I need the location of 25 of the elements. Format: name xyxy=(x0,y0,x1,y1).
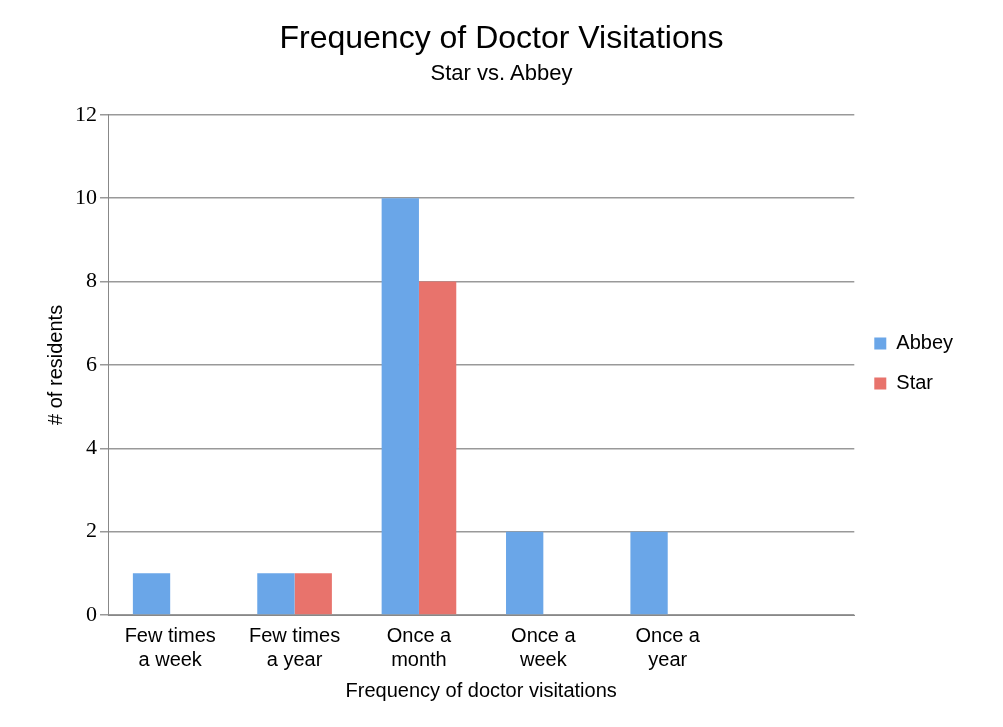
bar xyxy=(381,198,419,615)
x-axis-title: Frequency of doctor visitations xyxy=(345,678,617,701)
chart-subtitle: Star vs. Abbey xyxy=(430,59,573,85)
y-tick-label: 12 xyxy=(75,100,97,126)
y-axis-title: # of residents xyxy=(43,304,66,425)
bar xyxy=(418,281,457,615)
x-tick-label: Once a week xyxy=(511,623,577,670)
bar xyxy=(132,573,171,615)
bar xyxy=(257,573,295,615)
bar xyxy=(506,531,544,615)
legend-label: Abbey xyxy=(896,331,954,354)
chart-title: Frequency of Doctor Visitations xyxy=(279,19,724,56)
bar xyxy=(630,531,668,615)
y-tick-label: 10 xyxy=(75,183,97,209)
legend-label: Star xyxy=(896,371,934,394)
x-tick-label: Few times a year xyxy=(249,623,341,670)
y-tick-label: 6 xyxy=(86,350,97,376)
x-tick-label: Once a month xyxy=(386,623,453,670)
x-tick-label: Once a year xyxy=(635,623,701,670)
x-tick-label: Few times a week xyxy=(124,623,216,670)
y-tick-label: 0 xyxy=(86,600,97,626)
y-tick-label: 2 xyxy=(86,517,97,543)
y-tick-label: 8 xyxy=(86,267,97,293)
y-tick-label: 4 xyxy=(86,434,97,460)
bar xyxy=(294,573,332,615)
